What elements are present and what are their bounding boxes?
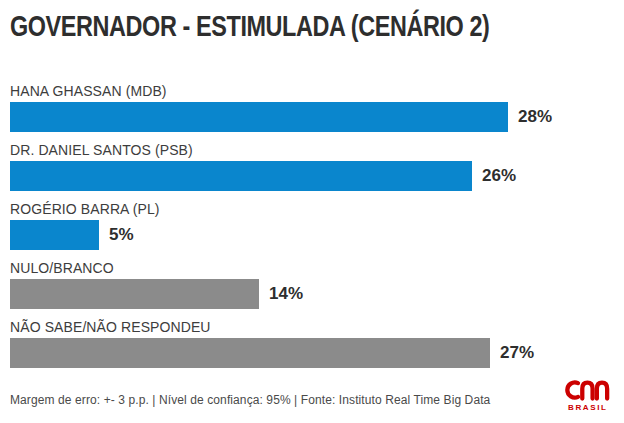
- bar-row: 5%: [10, 220, 614, 250]
- bar-row: 27%: [10, 338, 614, 368]
- bar-group: DR. DANIEL SANTOS (PSB) 26%: [10, 143, 614, 191]
- bar-group: NULO/BRANCO 14%: [10, 261, 614, 309]
- value-label: 14%: [269, 284, 303, 304]
- cnn-brasil-logo: BRASIL: [562, 378, 612, 412]
- value-label: 26%: [482, 166, 516, 186]
- category-label: NULO/BRANCO: [10, 261, 614, 276]
- cnn-logo-region-label: BRASIL: [562, 403, 612, 412]
- bar: [10, 161, 472, 191]
- value-label: 28%: [518, 107, 552, 127]
- bar-chart: HANA GHASSAN (MDB) 28% DR. DANIEL SANTOS (…: [10, 84, 614, 368]
- bar-row: 28%: [10, 102, 614, 132]
- category-label: HANA GHASSAN (MDB): [10, 84, 614, 99]
- poll-chart-page: GOVERNADOR - ESTIMULADA (CENÁRIO 2) HANA…: [0, 0, 624, 423]
- value-label: 5%: [109, 225, 134, 245]
- category-label: DR. DANIEL SANTOS (PSB): [10, 143, 614, 158]
- value-label: 27%: [500, 343, 534, 363]
- cnn-logo-icon: [562, 378, 612, 402]
- source-footnote: Margem de erro: +- 3 p.p. | Nível de con…: [10, 393, 490, 407]
- bar: [10, 220, 99, 250]
- bar: [10, 279, 259, 309]
- chart-title: GOVERNADOR - ESTIMULADA (CENÁRIO 2): [10, 8, 481, 44]
- category-label: NÃO SABE/NÃO RESPONDEU: [10, 320, 614, 335]
- bar-group: ROGÉRIO BARRA (PL) 5%: [10, 202, 614, 250]
- bar-row: 14%: [10, 279, 614, 309]
- bar-row: 26%: [10, 161, 614, 191]
- bar-group: HANA GHASSAN (MDB) 28%: [10, 84, 614, 132]
- bar: [10, 102, 508, 132]
- bar-group: NÃO SABE/NÃO RESPONDEU 27%: [10, 320, 614, 368]
- category-label: ROGÉRIO BARRA (PL): [10, 202, 614, 217]
- bar: [10, 338, 490, 368]
